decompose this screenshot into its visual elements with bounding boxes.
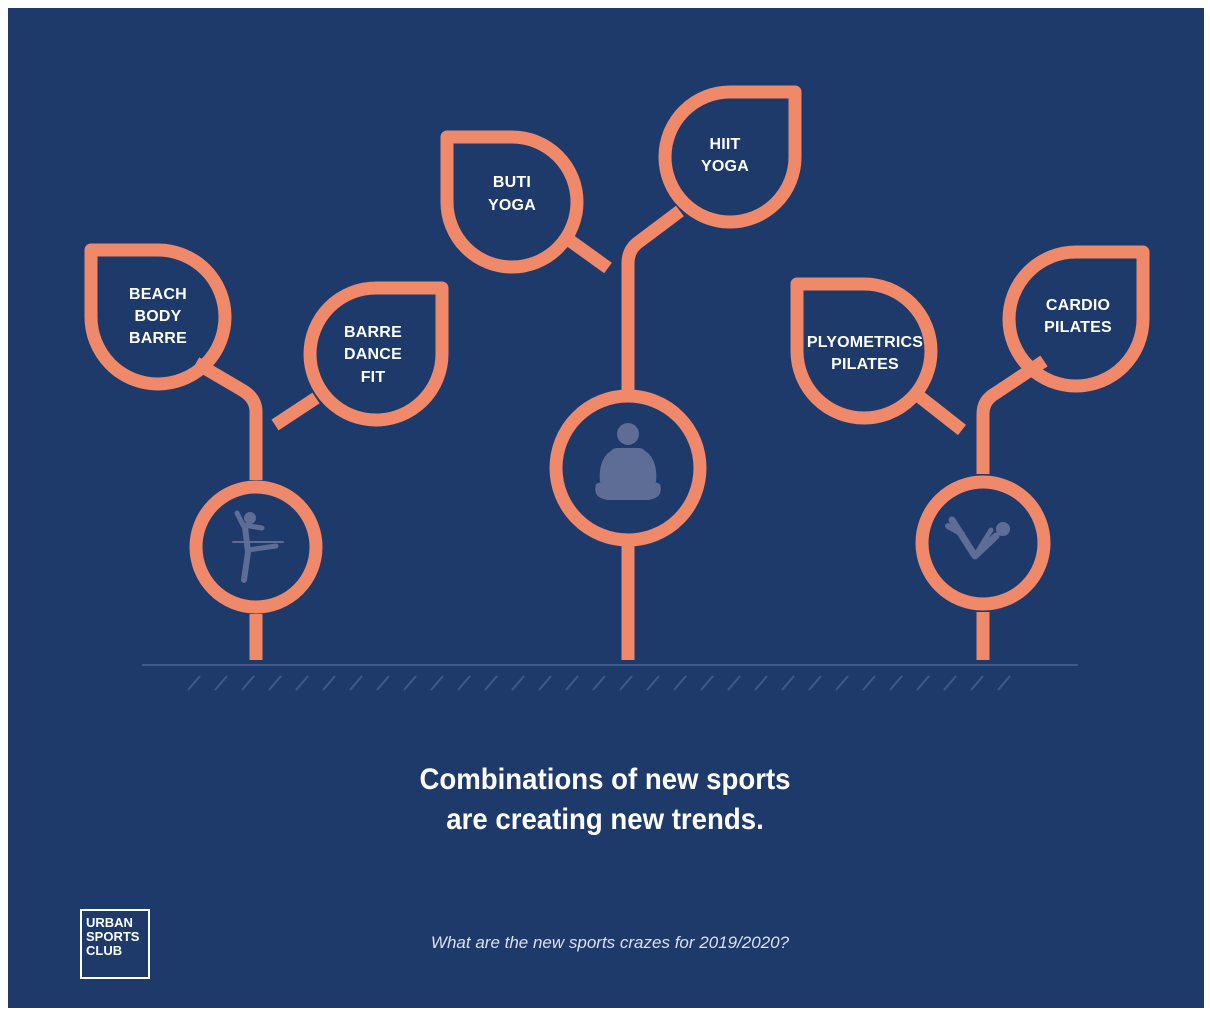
- tree-yoga-icon-ring: [549, 389, 707, 547]
- leaf-beach-body-barre-line-1: BEACH: [129, 286, 187, 303]
- ground-hatches: [187, 675, 1011, 691]
- ground-hatch: [754, 675, 768, 691]
- ground-hatch: [889, 675, 903, 691]
- ground-hatch: [241, 675, 255, 691]
- tree-pilates-stem: [976, 355, 1048, 474]
- leaf-beach-body-barre-shape: [84, 243, 232, 391]
- ground: [142, 664, 1078, 691]
- ground-hatch: [781, 675, 795, 691]
- tree-barre-icon-ring: [189, 480, 323, 614]
- tree-pilates-branch: [915, 391, 967, 436]
- ground-hatch: [376, 675, 390, 691]
- tree-yoga-stem: [621, 205, 684, 393]
- pilates-pose-icon-head: [996, 522, 1010, 536]
- headline-line-1: Combinations of new sports: [419, 763, 791, 796]
- pilates-pose-icon-legs: [945, 523, 965, 537]
- ground-hatch: [808, 675, 822, 691]
- leaf-barre-dance-fit-line-2: DANCE: [344, 346, 402, 363]
- meditating-person-icon-torso: [606, 448, 650, 482]
- leaf-cardio-pilates-shape: [1002, 245, 1150, 393]
- logo-line-1: URBAN: [86, 915, 133, 930]
- meditating-person-icon-legs: [595, 477, 661, 500]
- ground-hatch: [403, 675, 417, 691]
- meditating-person-icon-arms: [599, 452, 657, 482]
- tree-pilates: [790, 245, 1150, 660]
- ground-hatch: [187, 675, 201, 691]
- ground-hatch: [916, 675, 930, 691]
- leaf-hiit-yoga-line-1: HIIT: [709, 136, 740, 153]
- ground-hatch: [457, 675, 471, 691]
- tree-pilates-icon-ring: [915, 475, 1051, 611]
- ground-hatch: [619, 675, 633, 691]
- urban-sports-club-logo: URBAN SPORTS CLUB: [80, 909, 150, 979]
- logo-line-3: CLUB: [86, 943, 123, 958]
- headline-line-2: are creating new trends.: [446, 803, 764, 836]
- meditating-person-icon: [595, 423, 661, 500]
- leaf-buti-yoga: BUTI YOGA: [488, 174, 536, 214]
- tree-yoga-branch: [561, 231, 612, 274]
- ground-hatch: [214, 675, 228, 691]
- leaf-barre-dance-fit-line-1: BARRE: [344, 324, 402, 341]
- leaf-beach-body-barre-line-2: BODY: [134, 308, 181, 325]
- logo-line-2: SPORTS: [86, 929, 140, 944]
- leaf-plyometrics-pilates-shape: [790, 277, 938, 425]
- ground-hatch: [673, 675, 687, 691]
- ground-hatch: [700, 675, 714, 691]
- leaf-hiit-yoga-shape: [658, 85, 802, 229]
- leaf-buti-yoga-shape: [440, 130, 584, 274]
- tree-barre: [84, 243, 449, 660]
- ballet-dancer-icon: [232, 510, 284, 583]
- tree-barre-stem: [192, 357, 263, 480]
- pilates-pose-icon-arm: [972, 527, 994, 559]
- tree-barre-branch: [271, 392, 320, 431]
- ballet-dancer-icon-body: [241, 524, 252, 583]
- pilates-pose-icon-body: [948, 516, 1000, 560]
- leaf-barre-dance-fit-shape: [303, 281, 449, 427]
- ground-hatch: [322, 675, 336, 691]
- leaf-buti-yoga-line-1: BUTI: [493, 174, 531, 191]
- ground-hatch: [430, 675, 444, 691]
- ground-hatch: [295, 675, 309, 691]
- leaf-beach-body-barre: BEACH BODY BARRE: [129, 286, 187, 347]
- meditating-person-icon-head: [617, 423, 639, 445]
- leaf-buti-yoga-line-2: YOGA: [488, 197, 536, 214]
- ground-hatch: [349, 675, 363, 691]
- ground-hatch: [538, 675, 552, 691]
- ground-hatch: [511, 675, 525, 691]
- ground-hatch: [997, 675, 1011, 691]
- pilates-pose-icon: [945, 516, 1010, 560]
- ground-hatch: [592, 675, 606, 691]
- ground-hatch: [727, 675, 741, 691]
- leaf-plyometrics-pilates-line-2: PILATES: [831, 356, 899, 373]
- leaf-barre-dance-fit: BARRE DANCE FIT: [344, 324, 402, 386]
- ballet-dancer-icon-leg: [245, 543, 279, 553]
- tree-yoga: [440, 85, 802, 660]
- leaf-cardio-pilates: CARDIO PILATES: [1044, 297, 1112, 336]
- leaf-barre-dance-fit-line-3: FIT: [361, 369, 386, 386]
- leaf-cardio-pilates-line-2: PILATES: [1044, 319, 1112, 336]
- leaf-hiit-yoga-line-2: YOGA: [701, 158, 749, 175]
- leaf-plyometrics-pilates: PLYOMETRICS PILATES: [807, 334, 923, 373]
- ground-hatch: [970, 675, 984, 691]
- leaf-beach-body-barre-line-3: BARRE: [129, 330, 187, 347]
- ground-hatch: [835, 675, 849, 691]
- subtitle-question: What are the new sports crazes for 2019/…: [430, 933, 790, 952]
- ground-hatch: [862, 675, 876, 691]
- ballet-dancer-icon-head: [244, 512, 256, 524]
- ground-hatch: [943, 675, 957, 691]
- leaf-hiit-yoga: HIIT YOGA: [701, 136, 749, 175]
- leaf-plyometrics-pilates-line-1: PLYOMETRICS: [807, 334, 923, 351]
- ground-hatch: [565, 675, 579, 691]
- ground-hatch: [268, 675, 282, 691]
- leaf-cardio-pilates-line-1: CARDIO: [1046, 297, 1110, 314]
- ground-hatch: [484, 675, 498, 691]
- ground-hatch: [646, 675, 660, 691]
